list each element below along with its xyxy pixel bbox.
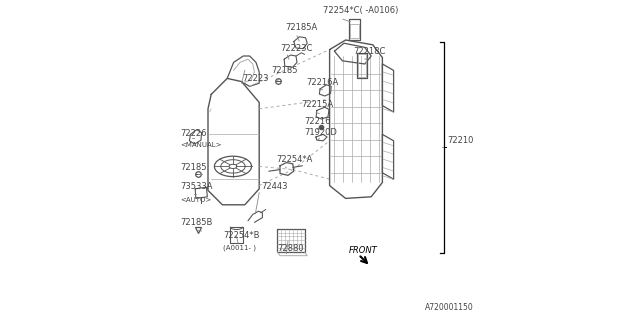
Text: 72223C: 72223C [280, 44, 312, 53]
Text: 73533A: 73533A [180, 182, 212, 191]
Text: 72218C: 72218C [353, 47, 385, 56]
Text: 72216: 72216 [304, 117, 330, 126]
Text: FRONT: FRONT [349, 246, 378, 255]
Text: (A0011- ): (A0011- ) [223, 245, 257, 251]
Text: 72215A: 72215A [301, 100, 333, 109]
Text: 72185: 72185 [180, 163, 207, 172]
Text: <AUTO>: <AUTO> [180, 196, 211, 203]
Text: 72185B: 72185B [180, 218, 212, 227]
Text: 72254*C( -A0106): 72254*C( -A0106) [323, 6, 399, 15]
Text: 72210: 72210 [447, 136, 474, 145]
Text: 72254*B: 72254*B [223, 231, 260, 240]
Text: 72443: 72443 [261, 182, 287, 191]
Text: 72185: 72185 [271, 66, 298, 75]
Text: 72216A: 72216A [307, 78, 339, 87]
Text: 72254*A: 72254*A [276, 155, 312, 164]
Text: 72223: 72223 [243, 74, 269, 83]
Text: 72185A: 72185A [285, 23, 318, 32]
Text: 72880: 72880 [277, 244, 303, 253]
Text: 71920D: 71920D [304, 128, 337, 137]
Text: A720001150: A720001150 [425, 303, 474, 312]
Text: <MANUAL>: <MANUAL> [180, 142, 221, 148]
Text: 72226: 72226 [180, 129, 207, 138]
